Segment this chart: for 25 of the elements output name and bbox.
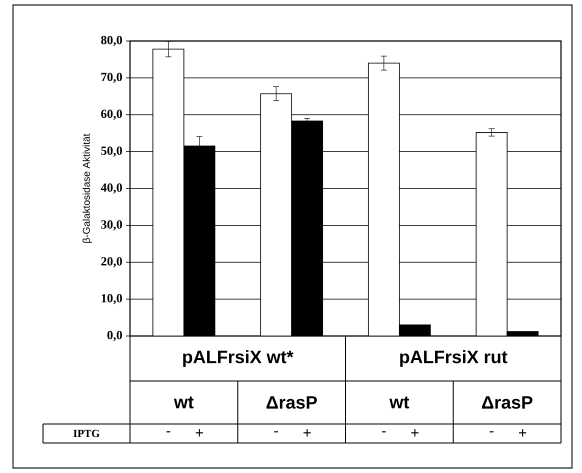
text: ΔrasP [266, 396, 317, 409]
y-tick-label: 50,0 [101, 146, 122, 157]
text: IPTG [73, 430, 100, 438]
y-axis-title: β-Galaktosidase Aktivität [82, 134, 92, 243]
text: ΔrasP [482, 396, 532, 409]
y-tick-label: 20,0 [101, 257, 122, 268]
y-tick-label: 70,0 [101, 72, 122, 83]
text: wt [389, 396, 410, 408]
x-tick-label: + [304, 429, 311, 436]
x-tick-label: + [196, 429, 203, 436]
y-tick-label: 80,0 [101, 36, 122, 46]
x-tick-label: + [411, 429, 418, 436]
y-tick-label: 0,0 [107, 330, 122, 342]
x-tick-label: - [490, 431, 494, 432]
y-tick-label: 40,0 [100, 183, 122, 194]
text: pALFrsiX rut [400, 350, 508, 367]
y-tick-label: 60,0 [101, 110, 122, 120]
x-tick-label: + [519, 429, 526, 436]
text: wt [174, 396, 194, 408]
x-tick-label: - [382, 431, 386, 432]
y-tick-label: 10,0 [102, 294, 122, 304]
text: pALFrsiX wt* [183, 350, 294, 367]
x-tick-label: - [166, 431, 170, 432]
x-tick-label: - [274, 431, 278, 432]
y-tick-label: 30,0 [101, 220, 122, 230]
